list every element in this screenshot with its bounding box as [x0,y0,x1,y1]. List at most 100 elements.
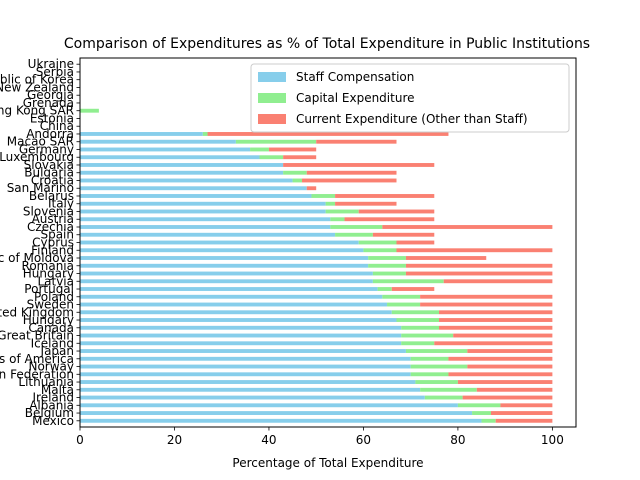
bar-segment-current [372,232,435,237]
bar-segment-current [467,349,553,353]
bar-segment-capital [415,380,458,384]
y-tick-label: Russian Federation [0,367,74,381]
y-tick-label: San Marino [7,181,74,195]
bar-segment-capital [80,108,99,113]
bar-segment-capital [292,178,303,183]
bar-segment-staff [80,186,307,191]
y-tick-label: Czechia [27,220,74,234]
bar-segment-current [439,318,553,322]
bar-segment-staff [80,279,373,284]
y-tick-label: Japan [40,344,74,358]
bar-segment-current [396,248,553,253]
bar-segment-staff [80,256,369,260]
bar-segment-current [405,256,487,260]
y-tick-labels: MexicoBelgiumAlbaniaIrelandMaltaLithuani… [0,57,80,428]
y-tick-label: Austria [32,212,74,226]
bars-group [80,108,553,423]
y-tick-label: Albania [29,398,74,412]
x-tick-label: 80 [450,433,465,447]
bar-segment-current [306,170,397,175]
bar-segment-capital [235,139,317,144]
y-tick-label: Portugal [24,282,74,296]
bar-segment-capital [330,225,383,229]
legend-label: Capital Expenditure [296,91,415,105]
x-tick-label: 20 [167,433,182,447]
legend-label: Current Expenditure (Other than Staff) [296,112,528,126]
bar-segment-current [283,163,435,167]
bar-segment-capital [396,318,440,322]
y-tick-label: Georgia [27,88,74,102]
y-tick-label: Slovakia [24,158,74,172]
bar-segment-staff [80,209,326,214]
bar-segment-staff [80,372,411,377]
y-tick-label: Hungary [23,267,74,281]
y-tick-label: Lithuania [18,375,74,389]
bar-segment-staff [80,302,388,307]
y-tick-label: Malta [41,383,74,397]
bar-segment-staff [80,403,458,408]
bar-segment-current [405,271,553,276]
y-tick-label: Romania [22,259,74,273]
bar-segment-capital [372,271,406,276]
bar-segment-staff [80,287,378,291]
bar-segment-current [382,225,553,229]
bar-segment-capital [387,302,421,307]
y-tick-label: United Kingdom [0,305,74,319]
bar-segment-staff [80,132,203,136]
bar-segment-staff [80,240,359,245]
y-tick-label: Serbia [36,65,74,79]
legend-label: Staff Compensation [296,70,414,84]
bar-segment-staff [80,217,331,222]
y-tick-label: Slovenia [23,204,74,218]
x-tick-label: 60 [356,433,371,447]
bar-segment-current [439,310,553,315]
bar-segment-current [439,325,553,330]
y-tick-label: Norway [28,360,74,374]
bar-segment-staff [80,333,402,338]
bar-segment-staff [80,349,406,353]
bar-segment-current [462,395,553,400]
bar-segment-capital [481,418,496,423]
bar-segment-staff [80,201,326,206]
y-tick-label: Canada [28,321,74,335]
bar-segment-current [448,356,553,361]
bar-segment-current [283,155,317,160]
bar-segment-current [495,418,553,423]
legend-box [250,63,570,133]
bar-segment-current [500,403,553,408]
bar-segment-capital [283,170,307,175]
bar-segment-current [420,302,553,307]
bar-segment-capital [401,341,435,346]
plot-area-frame [79,57,577,428]
legend-swatch [258,93,286,103]
y-tick-label: Belarus [29,189,74,203]
bar-segment-capital [363,248,397,253]
bar-segment-staff [80,341,402,346]
y-tick-label: Sweden [27,298,74,312]
bar-segment-current [457,380,553,384]
bar-segment-current [302,178,397,183]
legend: Staff Compensation Capital Expenditure Cur… [250,63,570,133]
bar-segment-current [358,209,435,214]
bar-segment-capital [259,155,284,160]
bar-segment-current [396,240,435,245]
bar-segment-staff [80,155,260,160]
bar-segment-capital [405,349,468,353]
bar-segment-current [316,139,397,144]
bar-segment-staff [80,263,369,268]
y-tick-label: Finland [31,243,74,257]
bar-segment-staff [80,318,397,322]
bar-segment-capital [335,232,373,237]
y-tick-label: Germany [19,142,74,156]
y-tick-label: Cyprus [32,236,74,250]
bar-segment-capital [202,132,208,136]
bar-segment-staff [80,294,383,299]
y-tick-label: Ukraine [28,57,74,71]
y-tick-label: Iceland [31,336,74,350]
bar-segment-staff [80,387,421,392]
bar-segment-capital [250,147,269,152]
y-tick-label: Grenada [23,96,74,110]
y-tick-label: Mexico [32,414,74,428]
bar-segment-staff [80,163,284,167]
y-tick-label: China [40,119,74,133]
